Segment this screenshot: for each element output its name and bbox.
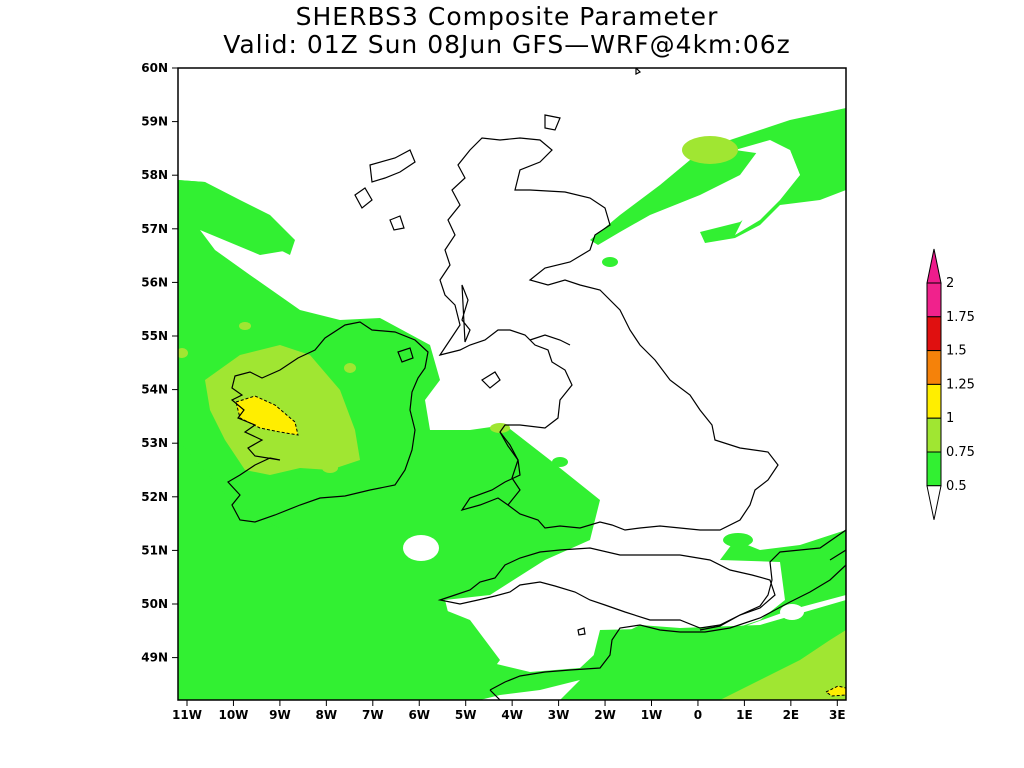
colorbar-segment <box>926 316 942 352</box>
lat-tick-label: 54N <box>141 383 168 397</box>
longitude-axis: 11W 10W 9W 8W 7W 6W 5W 4W 3W 2W 1W 0 1E 2E 3E <box>172 700 846 722</box>
colorbar-label: 1.25 <box>946 377 975 392</box>
contour-band-0-75 <box>178 136 846 700</box>
colorbar-segment <box>926 282 942 318</box>
colorbar-segment <box>926 383 942 419</box>
lon-tick-label: 4W <box>501 708 523 722</box>
lat-tick-label: 58N <box>141 168 168 182</box>
colorbar-label: 1.75 <box>946 310 975 325</box>
lat-tick-label: 56N <box>141 275 168 289</box>
lon-tick-label: 0 <box>694 708 702 722</box>
colorbar-bottom-arrow <box>926 485 942 520</box>
colorbar-label: 0.75 <box>946 445 975 460</box>
colorbar-segment <box>926 417 942 453</box>
lon-tick-label: 1E <box>736 708 753 722</box>
lat-tick-label: 57N <box>141 222 168 236</box>
colorbar-segment <box>926 350 942 385</box>
lat-tick-label: 60N <box>141 61 168 75</box>
lon-tick-label: 8W <box>316 708 338 722</box>
lon-tick-label: 5W <box>455 708 477 722</box>
lat-tick-label: 50N <box>141 597 168 611</box>
lat-tick-label: 53N <box>141 436 168 450</box>
colorbar-top-arrow <box>926 248 942 284</box>
lon-tick-label: 11W <box>172 708 202 722</box>
colorbar-label: 0.5 <box>946 479 967 494</box>
colorbar-label: 1 <box>946 411 954 426</box>
latitude-axis: 60N 59N 58N 57N 56N 55N 54N 53N 52N 51N 50N 49N <box>141 61 178 665</box>
lon-tick-label: 2W <box>594 708 616 722</box>
lon-tick-label: 3E <box>829 708 846 722</box>
lat-tick-label: 55N <box>141 329 168 343</box>
colorbar-segment <box>926 451 942 487</box>
coastlines <box>227 68 846 700</box>
lon-tick-label: 10W <box>218 708 248 722</box>
map-title: SHERBS3 Composite Parameter <box>295 2 719 31</box>
colorbar-label: 2 <box>946 276 954 291</box>
contour-gaps <box>403 140 804 620</box>
lon-tick-label: 7W <box>362 708 384 722</box>
lon-tick-label: 9W <box>269 708 291 722</box>
lon-tick-label: 1W <box>641 708 663 722</box>
lat-tick-label: 59N <box>141 115 168 129</box>
contour-band-1 <box>235 395 846 697</box>
lon-tick-label: 2E <box>783 708 800 722</box>
lat-tick-label: 49N <box>141 651 168 665</box>
colorbar: 2 1.75 1.5 1.25 1 0.75 0.5 <box>926 248 975 520</box>
map-subtitle: Valid: 01Z Sun 08Jun GFS—WRF@4km:06z <box>223 30 791 59</box>
lon-tick-label: 3W <box>548 708 570 722</box>
lat-tick-label: 52N <box>141 490 168 504</box>
parameter-field <box>178 68 846 700</box>
colorbar-label: 1.5 <box>946 344 967 359</box>
lat-tick-label: 51N <box>141 543 168 557</box>
lon-tick-label: 6W <box>408 708 430 722</box>
